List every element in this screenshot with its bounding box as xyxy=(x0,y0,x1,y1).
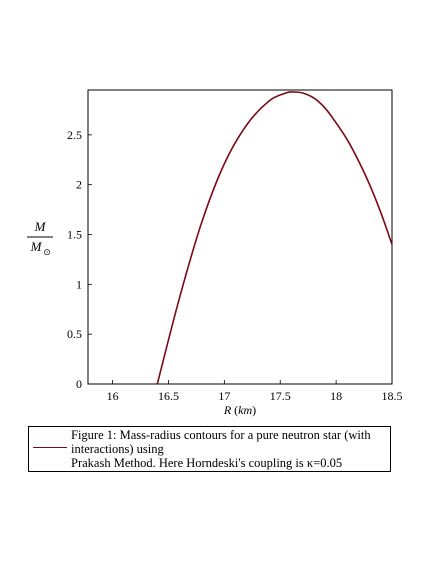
x-tick-label: 18 xyxy=(330,389,342,403)
legend-caption-line: interactions) using xyxy=(71,442,164,456)
legend: Figure 1: Mass-radius contours for a pur… xyxy=(28,426,391,472)
legend-caption: Figure 1: Mass-radius contours for a pur… xyxy=(71,428,389,470)
y-tick-label: 2.5 xyxy=(67,128,82,142)
x-tick-label: 16.5 xyxy=(158,389,179,403)
y-axis-label: M M ⊙ xyxy=(27,219,53,258)
x-axis-ticks: 16 16.5 17 17.5 18 18.5 xyxy=(107,380,403,403)
legend-caption-line: Prakash Method. Here Horndeski's couplin… xyxy=(71,456,343,470)
y-tick-label: 0.5 xyxy=(67,327,82,341)
legend-caption-line: Figure 1: Mass-radius contours for a pur… xyxy=(71,428,371,442)
svg-text:⊙: ⊙ xyxy=(43,248,51,258)
chart: 16 16.5 17 17.5 18 18.5 0 0.5 1 1.5 2 2.5 R (km) M… xyxy=(27,89,403,417)
x-axis-label-var: R xyxy=(223,403,232,417)
legend-line-swatch xyxy=(33,447,67,448)
series-line xyxy=(156,91,393,385)
x-axis-label: R (km) xyxy=(223,403,256,417)
y-axis-ticks: 0 0.5 1 1.5 2 2.5 xyxy=(67,128,92,391)
y-tick-label: 1.5 xyxy=(67,228,82,242)
x-tick-label: 16 xyxy=(107,389,119,403)
x-tick-label: 18.5 xyxy=(382,389,403,403)
y-tick-label: 1 xyxy=(76,277,82,291)
x-tick-label: 17 xyxy=(218,389,230,403)
svg-text:M: M xyxy=(30,239,43,254)
y-tick-label: 0 xyxy=(76,377,82,391)
svg-text:M: M xyxy=(34,219,47,234)
x-tick-label: 17.5 xyxy=(270,389,291,403)
plot-frame xyxy=(87,89,393,385)
y-tick-label: 2 xyxy=(76,178,82,192)
